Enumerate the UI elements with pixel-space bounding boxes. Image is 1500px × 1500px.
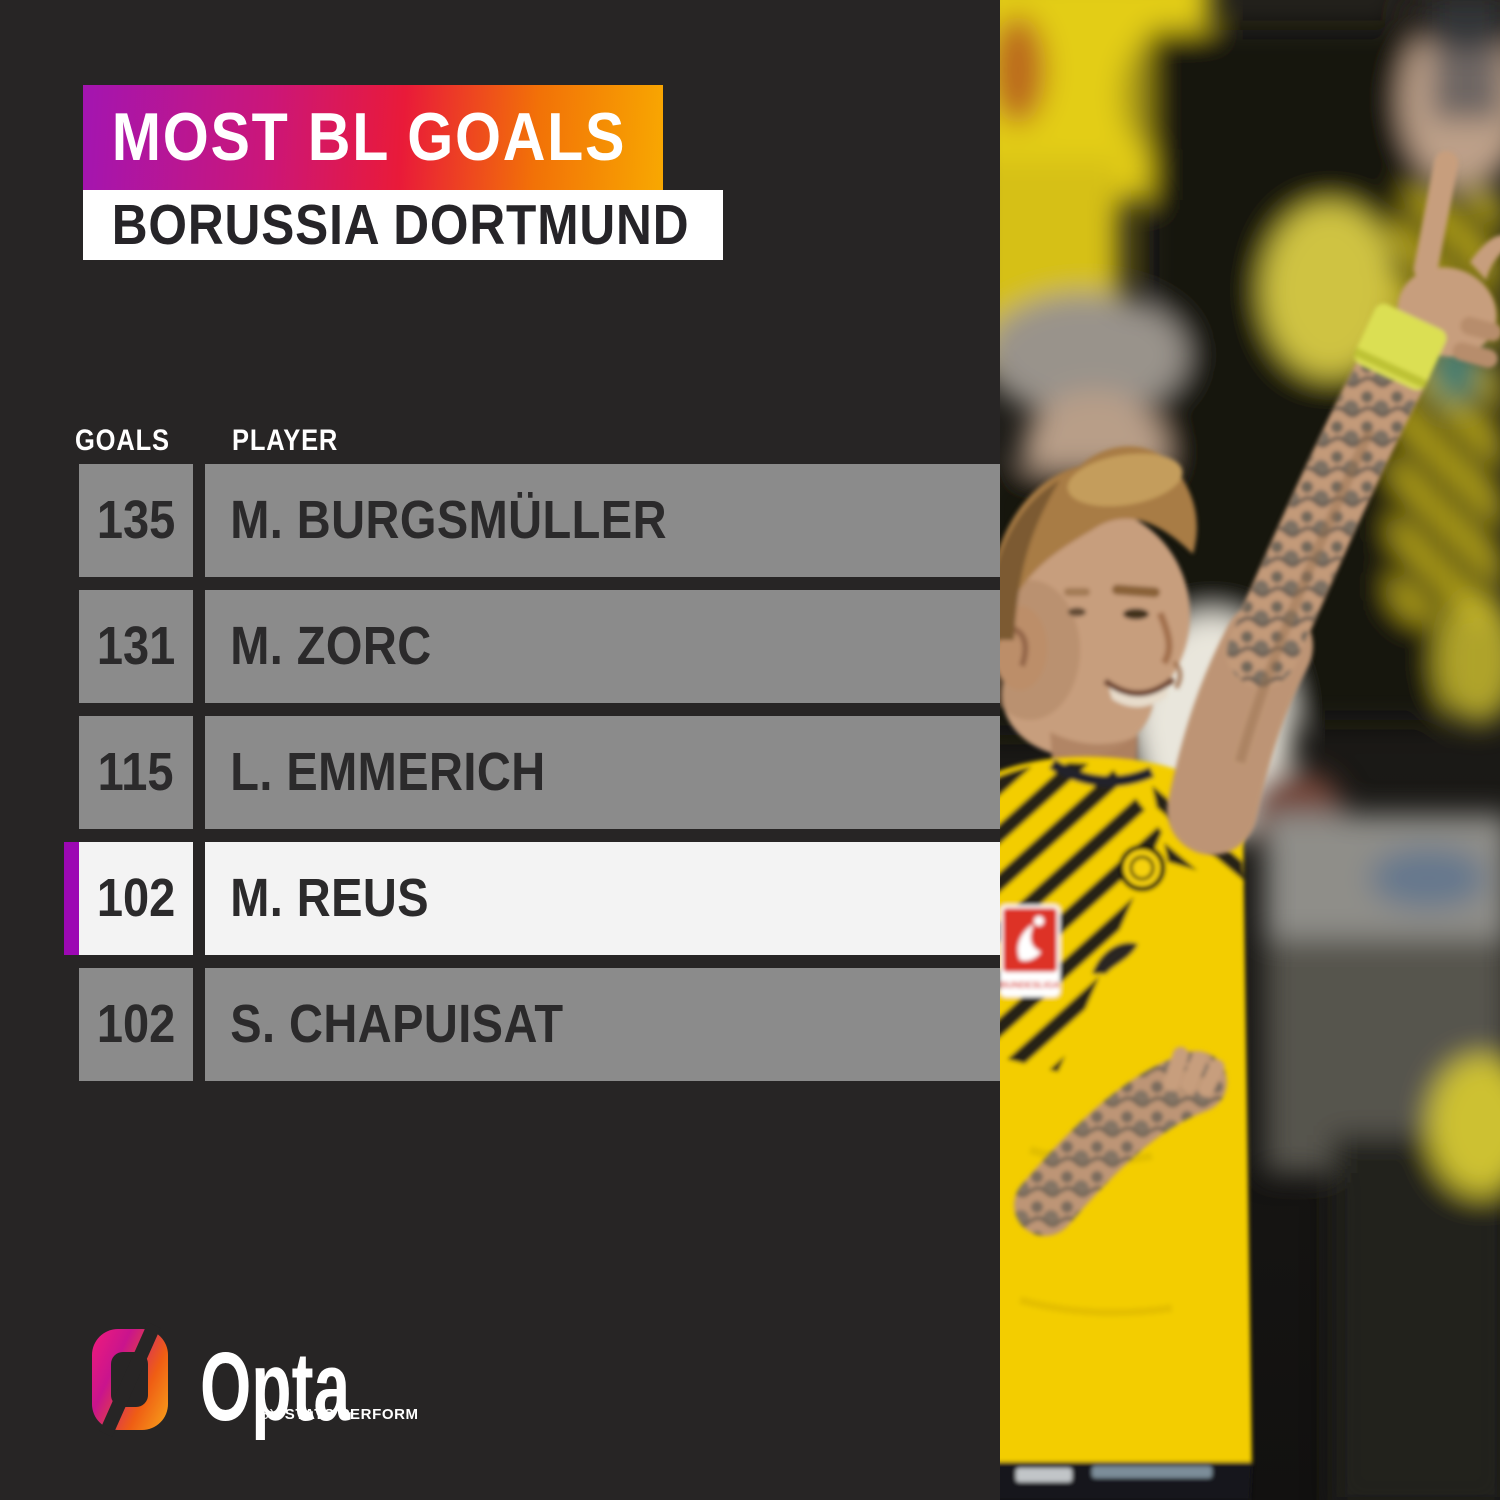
table-row: 115 L. EMMERICH: [0, 716, 1000, 829]
opta-logo-icon: [92, 1322, 168, 1437]
subtitle-banner: BORUSSIA DORTMUND: [83, 190, 723, 260]
opta-wordmark: Opta: [200, 1332, 351, 1441]
player-cell: M. ZORC: [205, 590, 1000, 703]
wristband: [1353, 303, 1447, 390]
player-cell: M. BURGSMÜLLER: [205, 464, 1000, 577]
player-cell: L. EMMERICH: [205, 716, 1000, 829]
table-column-headers: GOALS PLAYER: [0, 424, 1000, 458]
page-title: MOST BL GOALS: [111, 99, 627, 175]
table-row: 131 M. ZORC: [0, 590, 1000, 703]
player-cell: M. REUS: [205, 842, 1000, 955]
column-header-goals: GOALS: [75, 424, 170, 457]
column-header-player: PLAYER: [232, 424, 339, 457]
goals-cell: 102: [79, 842, 193, 955]
bundesliga-patch: BUNDESLIGA: [1000, 905, 1060, 997]
title-banner: MOST BL GOALS: [83, 85, 663, 190]
table-row: 102 S. CHAPUISAT: [0, 968, 1000, 1081]
bundesliga-patch-label: BUNDESLIGA: [1000, 980, 1060, 990]
stats-table: 135 M. BURGSMÜLLER 131 M. ZORC 115 L. EM…: [0, 464, 1000, 1094]
player-photo: BUNDESLIGA: [1000, 0, 1500, 1500]
table-row: 102 M. REUS: [0, 842, 1000, 955]
goals-cell: 115: [79, 716, 193, 829]
player-head: [1000, 446, 1197, 802]
goals-cell: 102: [79, 968, 193, 1081]
player-cell: S. CHAPUISAT: [205, 968, 1000, 1081]
goals-cell: 135: [79, 464, 193, 577]
opta-logo-slash: [99, 1322, 161, 1437]
highlight-accent-bar: [64, 842, 79, 955]
page-subtitle: BORUSSIA DORTMUND: [111, 193, 690, 257]
player-raised-arm: [1167, 150, 1500, 855]
opta-byline: BY STATS PERFORM: [259, 1406, 419, 1423]
goals-cell: 131: [79, 590, 193, 703]
player-crossed-arm: [1014, 1046, 1227, 1236]
player-photo-illustration: BUNDESLIGA: [1000, 0, 1500, 1500]
table-row: 135 M. BURGSMÜLLER: [0, 464, 1000, 577]
